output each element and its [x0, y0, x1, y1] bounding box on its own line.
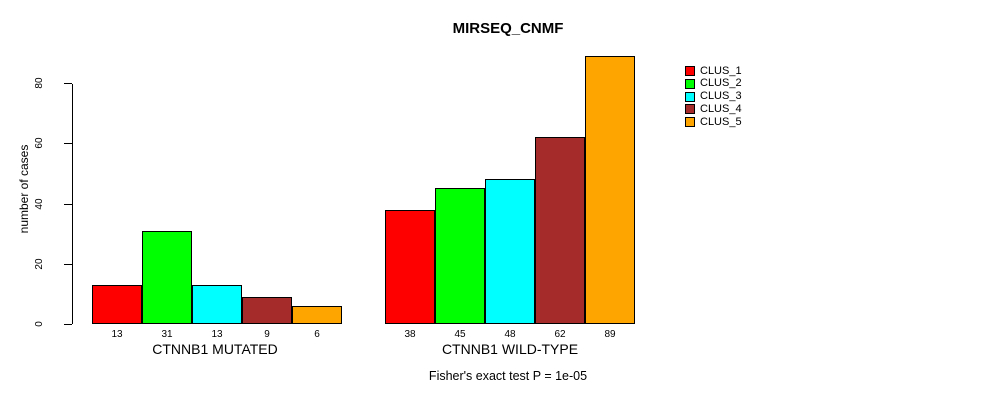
bar-clus_4-group1	[242, 296, 292, 324]
bar-value-label: 89	[604, 329, 616, 340]
y-tick	[64, 83, 72, 84]
bar-value-label: 38	[404, 329, 416, 340]
y-tick-label: 40	[34, 197, 45, 210]
legend-entry: CLUS_4	[685, 102, 742, 115]
y-tick-label: 80	[34, 77, 45, 89]
legend-swatch-clus-2	[685, 78, 695, 89]
bar-value-label: 62	[554, 329, 566, 340]
bar-clus_3-group1	[192, 284, 242, 324]
legend-entry: CLUS_5	[685, 115, 742, 128]
chart-title: MIRSEQ_CNMF	[452, 20, 564, 37]
y-tick	[64, 263, 72, 265]
legend-label: CLUS_4	[700, 102, 742, 115]
legend-swatch-clus-4	[685, 104, 695, 115]
y-tick	[64, 203, 72, 205]
legend-swatch-clus-3	[685, 91, 695, 102]
y-tick-label: 20	[34, 258, 45, 270]
bar-clus_3-group2	[485, 179, 535, 324]
bar-clus_2-group2	[435, 188, 485, 324]
y-axis-line	[72, 84, 73, 324]
bar-clus_1-group1	[92, 284, 142, 324]
bar-value-label: 9	[264, 329, 270, 340]
y-tick	[64, 324, 72, 325]
bar-value-label: 13	[211, 329, 223, 340]
bar-clus_5-group1	[292, 305, 342, 324]
bar-clus_5-group2	[585, 55, 635, 324]
legend-entry: CLUS_1	[685, 64, 742, 77]
y-tick-label: 60	[34, 137, 45, 149]
group-label-mutated: CTNNB1 MUTATED	[152, 341, 278, 357]
legend-swatch-clus-1	[685, 66, 695, 76]
legend: CLUS_1 CLUS_2 CLUS_3 CLUS_4 CLUS_5	[685, 64, 742, 128]
group-label-wild-type: CTNNB1 WILD-TYPE	[441, 341, 579, 357]
legend-swatch-clus-5	[685, 117, 695, 127]
bar-clus_1-group2	[385, 209, 435, 324]
bar-value-label: 31	[161, 329, 173, 340]
bar-clus_2-group1	[142, 230, 192, 324]
bar-value-label: 48	[504, 329, 516, 340]
bar-value-label: 6	[314, 329, 320, 340]
y-tick	[64, 143, 72, 145]
bar-clus_4-group2	[535, 137, 585, 324]
legend-entry: CLUS_2	[685, 77, 742, 90]
y-tick-label: 0	[34, 321, 45, 327]
bar-value-label: 45	[454, 329, 466, 340]
legend-label: CLUS_2	[700, 77, 742, 90]
legend-entry: CLUS_3	[685, 90, 742, 102]
bar-value-label: 13	[111, 329, 123, 340]
legend-label: CLUS_1	[700, 64, 742, 77]
legend-label: CLUS_5	[700, 115, 742, 128]
legend-label: CLUS_3	[700, 90, 742, 102]
fisher-test-caption: Fisher's exact test P = 1e-05	[428, 369, 588, 383]
